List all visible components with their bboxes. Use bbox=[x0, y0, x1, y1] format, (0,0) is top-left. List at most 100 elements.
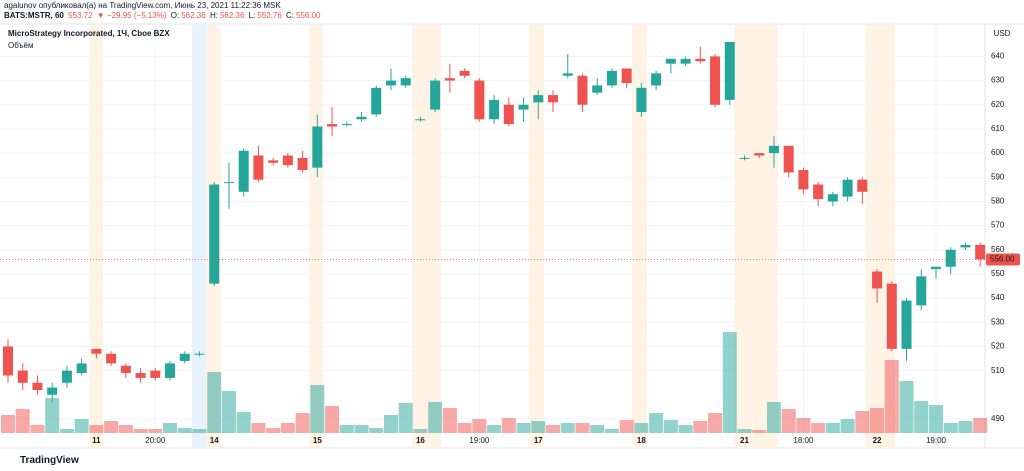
volume-bar bbox=[236, 412, 251, 433]
candle-body bbox=[385, 80, 396, 86]
candle-body bbox=[150, 370, 161, 378]
candle-body bbox=[238, 150, 249, 192]
candle-body bbox=[400, 78, 411, 86]
volume-bar bbox=[251, 423, 266, 433]
last-price-tag bbox=[986, 253, 1020, 266]
candle-body bbox=[327, 124, 338, 127]
volume-bar bbox=[855, 411, 870, 433]
volume-bar bbox=[958, 421, 973, 433]
y-tick-label: 620 bbox=[991, 100, 1005, 109]
y-tick-label: 640 bbox=[991, 52, 1005, 61]
symbol: BATS:MSTR, 60 bbox=[4, 11, 64, 20]
volume-bar bbox=[590, 425, 605, 433]
volume-bar bbox=[133, 429, 148, 433]
volume-bar bbox=[59, 429, 74, 433]
candle-body bbox=[106, 353, 117, 364]
volume-bar bbox=[118, 425, 133, 433]
candle-body bbox=[562, 73, 573, 76]
candle-body bbox=[135, 373, 146, 378]
candle-body bbox=[459, 70, 470, 76]
volume-bar bbox=[280, 423, 295, 433]
candle-body bbox=[474, 80, 485, 120]
candle-body bbox=[209, 184, 220, 284]
y-tick-label: 590 bbox=[991, 172, 1005, 181]
candle-body bbox=[842, 179, 853, 197]
footer: TradingView bbox=[20, 455, 79, 466]
candle-body bbox=[901, 300, 912, 349]
volume-bar bbox=[15, 409, 30, 433]
volume-bar bbox=[148, 429, 163, 433]
volume-bar bbox=[45, 398, 60, 433]
x-tick-label: 14 bbox=[210, 436, 219, 445]
volume-bar bbox=[163, 423, 178, 433]
candle-body bbox=[960, 244, 971, 248]
volume-bar bbox=[708, 413, 723, 433]
band bbox=[529, 25, 544, 448]
volume-bar bbox=[442, 408, 457, 433]
volume-bar bbox=[89, 425, 104, 433]
volume-bar bbox=[649, 413, 664, 433]
volume-bar bbox=[840, 419, 855, 433]
candle-body bbox=[489, 99, 500, 120]
candle-body bbox=[503, 104, 514, 125]
candle-body bbox=[165, 363, 176, 378]
candle-body bbox=[680, 58, 691, 64]
quote-line: BATS:MSTR, 60 553.72 ▼ −29.95 (−5.13%) O… bbox=[4, 11, 322, 21]
candle-body bbox=[592, 85, 603, 93]
candle-body bbox=[606, 70, 617, 86]
candle-body bbox=[268, 160, 279, 163]
candle-body bbox=[665, 58, 676, 64]
y-tick-label: 490 bbox=[991, 414, 1005, 423]
candle-body bbox=[857, 179, 868, 192]
volume-name: Объём bbox=[8, 41, 34, 50]
volume-bar bbox=[295, 413, 310, 433]
volume-bar bbox=[74, 419, 89, 433]
volume-bar bbox=[207, 372, 222, 433]
candle-body bbox=[371, 87, 382, 115]
x-tick-label: 11 bbox=[92, 436, 101, 445]
x-tick-label: 15 bbox=[313, 436, 322, 445]
volume-bar bbox=[825, 423, 840, 433]
candle-body bbox=[3, 346, 13, 376]
y-tick-label: 530 bbox=[991, 317, 1005, 326]
y-tick-label: 580 bbox=[991, 197, 1005, 206]
y-tick-label: 610 bbox=[991, 124, 1005, 133]
change: ▼ −29.95 (−5.13%) bbox=[96, 11, 167, 20]
candle-body bbox=[430, 80, 441, 110]
volume-bar bbox=[575, 423, 590, 433]
volume-bar bbox=[339, 425, 354, 433]
volume-bar bbox=[310, 385, 325, 433]
volume-bar bbox=[546, 425, 561, 433]
y-tick-label: 560 bbox=[991, 245, 1005, 254]
candle-body bbox=[930, 266, 941, 270]
h-label: H: bbox=[209, 11, 218, 20]
x-tick-label: 20:00 bbox=[145, 436, 166, 445]
volume-bar bbox=[914, 401, 929, 433]
candle-body bbox=[695, 58, 706, 62]
x-tick-label: 17 bbox=[534, 436, 543, 445]
volume-bar bbox=[766, 402, 781, 433]
candle-body bbox=[783, 145, 794, 173]
l-label: L: bbox=[248, 11, 256, 20]
y-tick-label: 510 bbox=[991, 366, 1005, 375]
candle-body bbox=[194, 353, 205, 355]
band bbox=[192, 25, 206, 448]
volume-bar bbox=[177, 428, 192, 433]
candle-body bbox=[223, 182, 234, 184]
last-price-label: 556.00 bbox=[990, 255, 1015, 264]
candle-body bbox=[798, 170, 809, 190]
volume-bar bbox=[104, 421, 119, 433]
y-tick-label: 570 bbox=[991, 221, 1005, 230]
candle-body bbox=[32, 382, 43, 390]
candle-body bbox=[621, 68, 632, 84]
volume-bar bbox=[781, 409, 796, 433]
volume-bar bbox=[501, 418, 516, 433]
volume-bar bbox=[531, 421, 546, 433]
y-tick-label: 630 bbox=[991, 76, 1005, 85]
volume-bar bbox=[884, 360, 899, 433]
band bbox=[632, 25, 647, 448]
candle-body bbox=[827, 194, 838, 202]
candle-body bbox=[651, 73, 662, 86]
x-tick-label: 18 bbox=[637, 436, 646, 445]
